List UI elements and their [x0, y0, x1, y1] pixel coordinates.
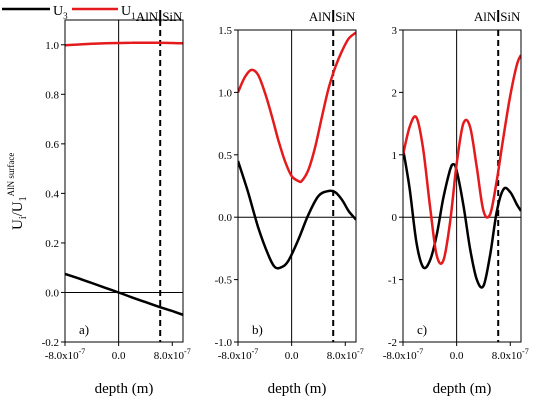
x-tick-label: 0.0: [450, 350, 464, 362]
y-tick-label: 0: [392, 212, 398, 224]
series-u1: [238, 31, 356, 184]
plot-frame: [402, 29, 522, 343]
x-axis-label: depth (m): [433, 381, 492, 397]
panel-c: AlN SiN -2 -1 0 1 2 3 -8.0x10-7 0.0 8.0x10-7 c) dept…: [383, 9, 529, 397]
y-tick-label: 0.0: [45, 287, 59, 299]
interface-label-aln: AlN: [309, 9, 332, 24]
plot-frame: [64, 19, 184, 343]
series-u1: [65, 41, 183, 47]
y-tick-label: -0.5: [215, 275, 233, 287]
series-u3: [65, 272, 183, 316]
panel-a: AlN SiN -0.2 0.0 0.2 0.4 0.6 0.8 1.0 -8.0x10-7 0.0…: [42, 9, 191, 397]
panel-b: AlN SiN -1.0 -0.5 0.0 0.5 1.0 1.5 -8.0x10-7 0.0 8.…: [215, 9, 364, 397]
y-tick-label: 0.8: [45, 89, 59, 101]
legend-sub-u1: 1: [131, 11, 136, 21]
svg-text:U1: U1: [121, 4, 136, 21]
x-tick-label: 8.0x10-7: [492, 347, 529, 362]
series-u1: [403, 54, 521, 265]
y-tick-label: -1.0: [215, 337, 233, 349]
y-tick-label: -1: [388, 275, 397, 287]
x-tick-label: 0.0: [285, 350, 299, 362]
x-tick-label: 8.0x10-7: [154, 347, 191, 362]
series-u3: [238, 160, 356, 270]
x-tick-label: -8.0x10-7: [45, 347, 86, 362]
y-tick-label: 0.6: [45, 139, 59, 151]
panel-label: b): [252, 322, 263, 337]
panel-label: a): [79, 322, 89, 337]
x-tick-label: -8.0x10-7: [218, 347, 259, 362]
y-axis-label: Ui/U1AlN surface: [6, 153, 29, 230]
x-axis-label: depth (m): [268, 381, 327, 397]
interface-label-aln: AlN: [474, 9, 497, 24]
legend-label-u3: U: [53, 4, 63, 19]
y-tick-label: 1: [392, 150, 398, 162]
y-tick-label: 1.0: [218, 87, 232, 99]
x-tick-label: 0.0: [112, 350, 126, 362]
y-tick-label: 3: [392, 25, 398, 37]
y-tick-label: 1.0: [45, 40, 59, 52]
interface-label-sin: SiN: [162, 9, 183, 24]
interface-label-sin: SiN: [335, 9, 356, 24]
y-tick-label: 1.5: [218, 25, 232, 37]
series-u3: [403, 148, 521, 289]
svg-text:U3: U3: [53, 4, 68, 21]
x-tick-label: -8.0x10-7: [383, 347, 424, 362]
legend: U3 U1: [2, 4, 136, 21]
x-tick-label: 8.0x10-7: [327, 347, 364, 362]
y-tick-label: -2: [388, 337, 397, 349]
y-tick-label: -0.2: [42, 337, 59, 349]
y-tick-label: 0.2: [45, 238, 59, 250]
y-tick-label: 0.0: [218, 212, 232, 224]
interface-label-sin: SiN: [500, 9, 521, 24]
y-tick-label: 0.5: [218, 150, 232, 162]
y-tick-label: 2: [392, 87, 398, 99]
legend-sub-u3: 3: [63, 11, 68, 21]
legend-label-u1: U: [121, 4, 131, 19]
x-axis-label: depth (m): [95, 381, 154, 397]
interface-label-aln: AlN: [136, 9, 159, 24]
panel-label: c): [417, 322, 427, 337]
y-tick-label: 0.4: [45, 188, 59, 200]
plot-frame: [237, 29, 357, 343]
